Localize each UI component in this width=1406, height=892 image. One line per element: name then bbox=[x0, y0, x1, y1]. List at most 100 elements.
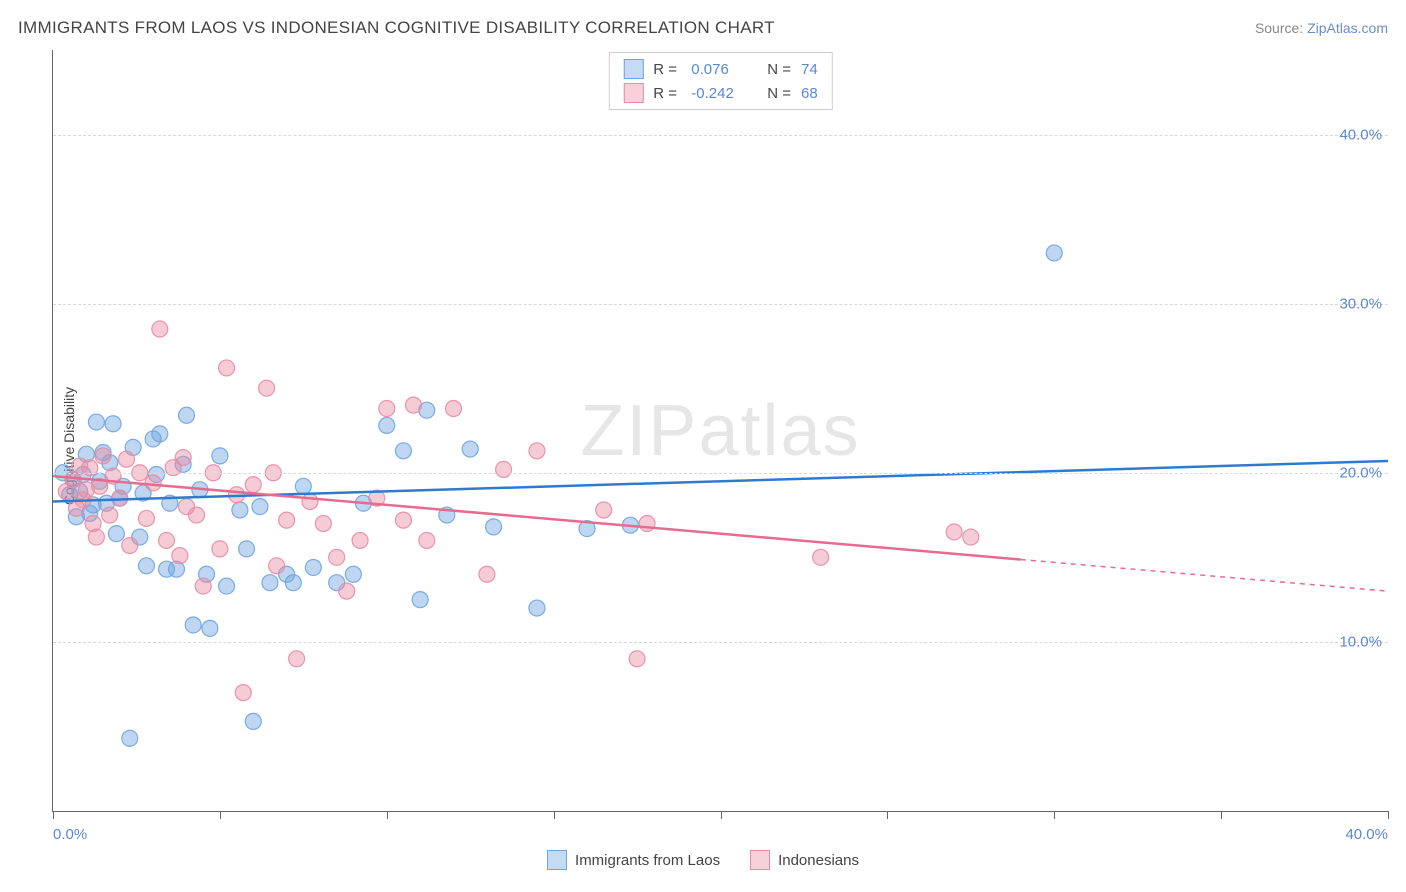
x-tick bbox=[220, 811, 221, 819]
plot-area: ZIPatlas R = 0.076 N = 74 R = -0.242 N =… bbox=[52, 50, 1388, 812]
legend-item-laos: Immigrants from Laos bbox=[547, 850, 720, 870]
scatter-point-indonesians bbox=[172, 548, 188, 564]
x-tick bbox=[387, 811, 388, 819]
y-tick-label: 20.0% bbox=[1339, 464, 1382, 481]
chart-title: IMMIGRANTS FROM LAOS VS INDONESIAN COGNI… bbox=[18, 18, 775, 38]
n-label: N = bbox=[767, 85, 791, 102]
x-tick bbox=[1221, 811, 1222, 819]
scatter-point-indonesians bbox=[235, 685, 251, 701]
gridline bbox=[53, 473, 1388, 474]
y-tick-label: 40.0% bbox=[1339, 126, 1382, 143]
legend-label-indonesians: Indonesians bbox=[778, 852, 859, 869]
y-tick-label: 30.0% bbox=[1339, 295, 1382, 312]
scatter-point-laos bbox=[529, 600, 545, 616]
r-value-indonesians: -0.242 bbox=[691, 85, 747, 102]
scatter-point-laos bbox=[1046, 245, 1062, 261]
scatter-point-indonesians bbox=[529, 443, 545, 459]
stats-legend-box: R = 0.076 N = 74 R = -0.242 N = 68 bbox=[608, 52, 832, 110]
gridline bbox=[53, 304, 1388, 305]
scatter-point-indonesians bbox=[496, 461, 512, 477]
swatch-indonesians bbox=[750, 850, 770, 870]
scatter-point-laos bbox=[379, 417, 395, 433]
scatter-point-indonesians bbox=[152, 321, 168, 337]
swatch-indonesians bbox=[623, 83, 643, 103]
scatter-point-indonesians bbox=[245, 477, 261, 493]
scatter-point-laos bbox=[108, 526, 124, 542]
r-value-laos: 0.076 bbox=[691, 61, 747, 78]
n-value-laos: 74 bbox=[801, 61, 818, 78]
x-tick bbox=[887, 811, 888, 819]
scatter-point-laos bbox=[245, 713, 261, 729]
scatter-point-laos bbox=[232, 502, 248, 518]
scatter-point-indonesians bbox=[158, 532, 174, 548]
n-value-indonesians: 68 bbox=[801, 85, 818, 102]
scatter-point-indonesians bbox=[446, 401, 462, 417]
gridline bbox=[53, 135, 1388, 136]
chart-container: IMMIGRANTS FROM LAOS VS INDONESIAN COGNI… bbox=[0, 0, 1406, 892]
scatter-point-indonesians bbox=[629, 651, 645, 667]
scatter-point-indonesians bbox=[639, 516, 655, 532]
r-label: R = bbox=[653, 61, 681, 78]
source-label: Source: bbox=[1255, 20, 1307, 36]
gridline bbox=[53, 642, 1388, 643]
scatter-point-indonesians bbox=[395, 512, 411, 528]
stats-row-indonesians: R = -0.242 N = 68 bbox=[623, 81, 817, 105]
x-tick bbox=[1388, 811, 1389, 819]
scatter-point-laos bbox=[395, 443, 411, 459]
scatter-point-indonesians bbox=[352, 532, 368, 548]
scatter-point-laos bbox=[179, 407, 195, 423]
r-label: R = bbox=[653, 85, 681, 102]
scatter-point-laos bbox=[105, 416, 121, 432]
scatter-point-indonesians bbox=[813, 549, 829, 565]
scatter-point-laos bbox=[305, 559, 321, 575]
y-tick-label: 10.0% bbox=[1339, 633, 1382, 650]
bottom-legend: Immigrants from Laos Indonesians bbox=[547, 850, 859, 870]
scatter-point-indonesians bbox=[118, 451, 134, 467]
scatter-point-indonesians bbox=[212, 541, 228, 557]
n-label: N = bbox=[767, 61, 791, 78]
x-tick bbox=[554, 811, 555, 819]
scatter-point-laos bbox=[262, 575, 278, 591]
scatter-point-laos bbox=[219, 578, 235, 594]
scatter-point-laos bbox=[486, 519, 502, 535]
x-tick-label: 0.0% bbox=[53, 826, 87, 843]
regression-line-dashed-indonesians bbox=[1021, 560, 1388, 592]
scatter-point-laos bbox=[345, 566, 361, 582]
scatter-point-indonesians bbox=[138, 510, 154, 526]
scatter-point-laos bbox=[412, 592, 428, 608]
scatter-point-laos bbox=[295, 478, 311, 494]
scatter-point-laos bbox=[212, 448, 228, 464]
scatter-point-indonesians bbox=[315, 516, 331, 532]
scatter-point-indonesians bbox=[102, 507, 118, 523]
scatter-point-indonesians bbox=[405, 397, 421, 413]
scatter-point-indonesians bbox=[379, 401, 395, 417]
scatter-point-indonesians bbox=[219, 360, 235, 376]
scatter-point-indonesians bbox=[946, 524, 962, 540]
scatter-point-indonesians bbox=[289, 651, 305, 667]
scatter-point-laos bbox=[239, 541, 255, 557]
scatter-point-indonesians bbox=[329, 549, 345, 565]
scatter-point-laos bbox=[185, 617, 201, 633]
scatter-point-laos bbox=[252, 499, 268, 515]
legend-label-laos: Immigrants from Laos bbox=[575, 852, 720, 869]
source-link[interactable]: ZipAtlas.com bbox=[1307, 20, 1388, 36]
scatter-point-indonesians bbox=[88, 529, 104, 545]
scatter-point-laos bbox=[285, 575, 301, 591]
swatch-laos bbox=[547, 850, 567, 870]
scatter-point-indonesians bbox=[596, 502, 612, 518]
scatter-point-laos bbox=[202, 620, 218, 636]
x-tick bbox=[1054, 811, 1055, 819]
scatter-point-indonesians bbox=[302, 494, 318, 510]
scatter-point-indonesians bbox=[189, 507, 205, 523]
scatter-point-indonesians bbox=[122, 537, 138, 553]
scatter-point-laos bbox=[88, 414, 104, 430]
stats-row-laos: R = 0.076 N = 74 bbox=[623, 57, 817, 81]
scatter-point-indonesians bbox=[145, 475, 161, 491]
swatch-laos bbox=[623, 59, 643, 79]
source-attribution: Source: ZipAtlas.com bbox=[1255, 20, 1388, 36]
x-tick-label: 40.0% bbox=[1345, 826, 1388, 843]
scatter-point-laos bbox=[138, 558, 154, 574]
plot-svg bbox=[53, 50, 1388, 811]
scatter-point-indonesians bbox=[419, 532, 435, 548]
scatter-point-indonesians bbox=[279, 512, 295, 528]
